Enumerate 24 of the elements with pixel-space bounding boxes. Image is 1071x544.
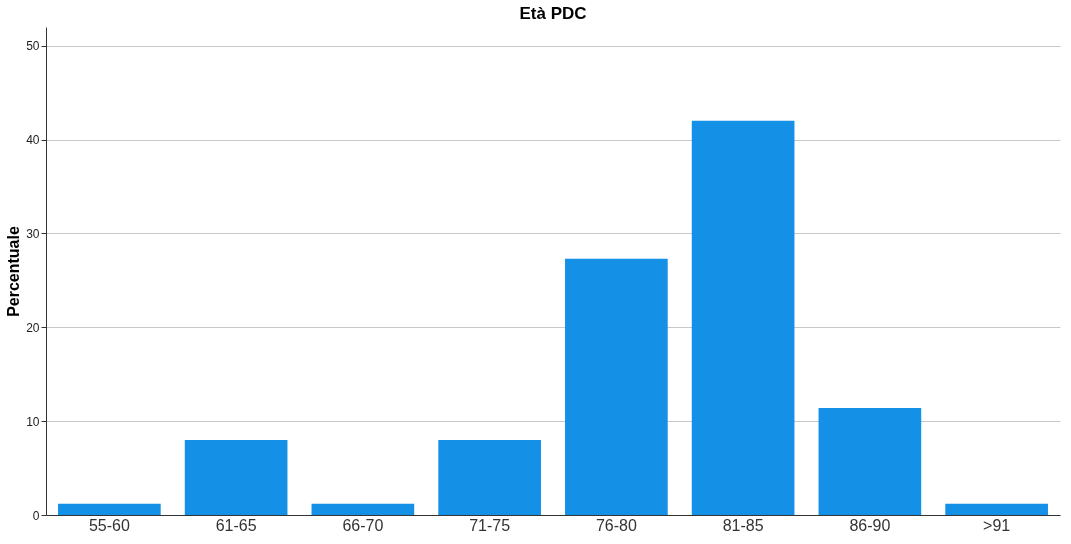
y-tick-label: 50 — [26, 39, 40, 54]
bar — [691, 120, 795, 515]
y-tick-label: 10 — [26, 414, 40, 429]
x-tick-label: 61-65 — [215, 516, 257, 534]
x-tick-label: 86-90 — [849, 516, 891, 534]
y-tick-label: 40 — [26, 133, 40, 148]
x-tick-label: >91 — [983, 516, 1011, 534]
x-tick-label: 81-85 — [722, 516, 764, 534]
x-tick-label: 76-80 — [595, 516, 637, 534]
x-tick-label: 71-75 — [469, 516, 511, 534]
chart-title: Età PDC — [519, 4, 587, 23]
y-tick-label: 30 — [26, 226, 40, 241]
bar — [184, 439, 288, 515]
bar — [58, 503, 161, 515]
bar — [818, 408, 922, 515]
bar — [565, 258, 668, 515]
bar — [438, 439, 541, 515]
x-tick-label: 66-70 — [342, 516, 384, 534]
y-tick-label: 20 — [26, 320, 40, 335]
bar — [311, 503, 415, 515]
x-tick-label: 55-60 — [88, 516, 130, 534]
y-axis-title: Percentuale — [5, 226, 23, 317]
y-tick-label: 0 — [32, 508, 40, 523]
bar — [945, 503, 1048, 515]
